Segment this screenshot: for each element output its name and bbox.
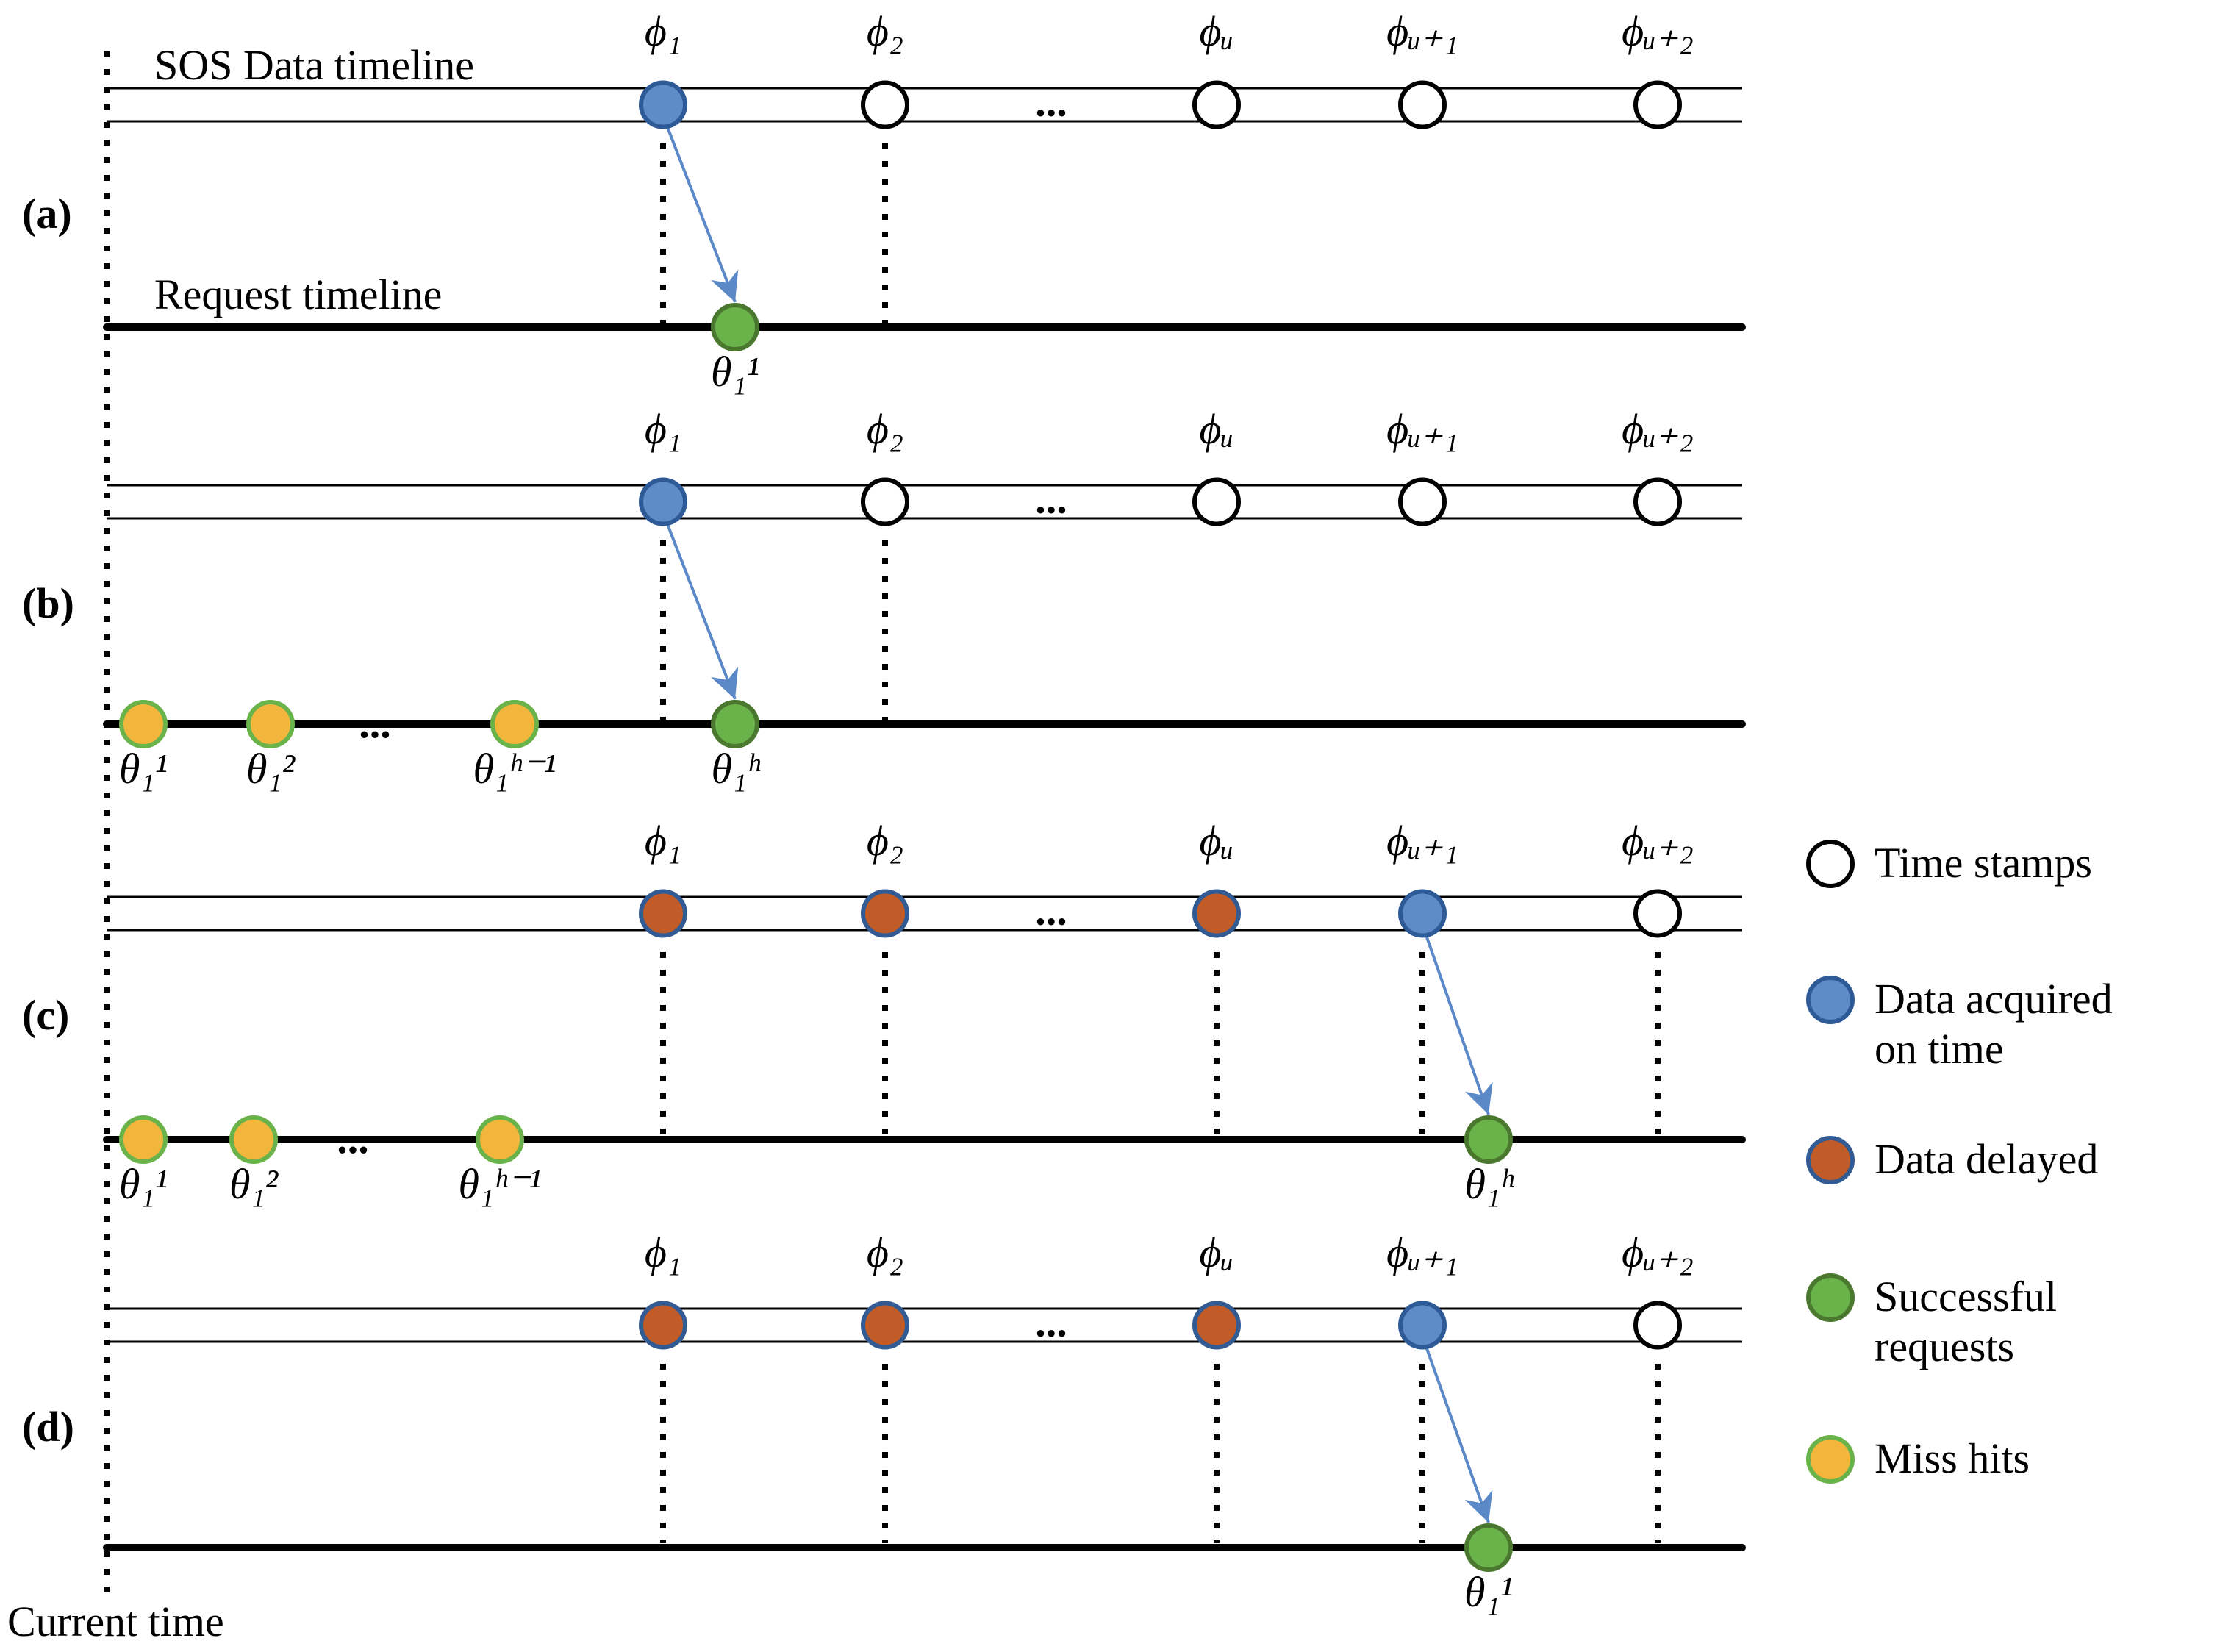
legend-marker xyxy=(1808,1138,1852,1182)
data-arrow xyxy=(1422,925,1489,1115)
bottom-marker xyxy=(121,1118,165,1162)
theta-label: θ₁² xyxy=(229,1160,279,1208)
top-marker xyxy=(641,1304,685,1348)
top-marker xyxy=(1400,83,1444,127)
phi-label: ϕᵤ₊₂ xyxy=(1622,1229,1694,1276)
legend-marker xyxy=(1808,978,1852,1022)
phi-label: ϕ₁ xyxy=(645,817,681,865)
panel-label: (a) xyxy=(22,190,72,237)
legend-label: Data delayed xyxy=(1875,1135,2098,1183)
panel-label: (c) xyxy=(22,991,69,1039)
top-marker xyxy=(1636,892,1680,936)
bottom-marker xyxy=(248,702,293,746)
theta-label: θ₁² xyxy=(246,745,296,793)
theta-label: θ₁¹ xyxy=(1464,1568,1513,1616)
data-arrow xyxy=(1422,1337,1489,1523)
top-marker xyxy=(1400,892,1444,936)
theta-label: θ₁ʰ⁻¹ xyxy=(458,1160,541,1208)
top-marker xyxy=(1636,1304,1680,1348)
legend-label: Miss hits xyxy=(1875,1434,2030,1482)
bottom-marker xyxy=(1467,1118,1511,1162)
top-marker xyxy=(641,892,685,936)
top-marker xyxy=(1636,480,1680,524)
panel-label: (d) xyxy=(22,1403,74,1451)
phi-label: ϕ₂ xyxy=(867,7,903,55)
bottom-marker xyxy=(493,702,537,746)
theta-label: ... xyxy=(337,1115,369,1162)
phi-label: ϕᵤ₊₁ xyxy=(1386,817,1458,865)
top-marker xyxy=(641,480,685,524)
bottom-marker xyxy=(713,702,757,746)
top-marker xyxy=(1195,83,1239,127)
legend-label: Time stamps xyxy=(1875,839,2092,887)
phi-label: ϕᵤ₊₂ xyxy=(1622,7,1694,55)
theta-label: ... xyxy=(359,699,391,747)
theta-label: θ₁¹ xyxy=(711,348,759,396)
theta-label: θ₁ʰ xyxy=(1464,1160,1514,1208)
phi-label: ϕᵤ xyxy=(1199,1229,1233,1276)
phi-label: ϕ₁ xyxy=(645,7,681,55)
ellipsis: ... xyxy=(1035,887,1067,934)
bottom-marker xyxy=(232,1118,276,1162)
current-time-label: Current time xyxy=(7,1598,224,1645)
phi-label: ϕ₁ xyxy=(645,405,681,453)
top-marker xyxy=(1195,892,1239,936)
top-marker xyxy=(1636,83,1680,127)
sos-title: SOS Data timeline xyxy=(154,41,474,89)
theta-label: θ₁ʰ⁻¹ xyxy=(473,745,556,793)
request-title: Request timeline xyxy=(154,271,442,318)
top-marker xyxy=(641,83,685,127)
bottom-marker xyxy=(1467,1526,1511,1570)
phi-label: ϕᵤ₊₂ xyxy=(1622,405,1694,453)
legend-marker xyxy=(1808,1437,1852,1481)
data-arrow xyxy=(663,513,735,700)
phi-label: ϕ₂ xyxy=(867,1229,903,1276)
phi-label: ϕᵤ xyxy=(1199,817,1233,865)
phi-label: ϕᵤ₊₁ xyxy=(1386,1229,1458,1276)
phi-label: ϕᵤ₊₁ xyxy=(1386,7,1458,55)
phi-label: ϕᵤ xyxy=(1199,405,1233,453)
legend-marker xyxy=(1808,842,1852,886)
phi-label: ϕ₁ xyxy=(645,1229,681,1276)
legend-label: Successfulrequests xyxy=(1875,1273,2057,1370)
data-arrow xyxy=(663,116,735,303)
legend-label: Data acquiredon time xyxy=(1875,975,2113,1073)
top-marker xyxy=(1400,480,1444,524)
legend-marker xyxy=(1808,1276,1852,1320)
bottom-marker xyxy=(478,1118,522,1162)
top-marker xyxy=(1400,1304,1444,1348)
top-marker xyxy=(1195,480,1239,524)
phi-label: ϕ₂ xyxy=(867,405,903,453)
top-marker xyxy=(863,83,907,127)
diagram-canvas: Current time SOS Data timeline Request tim… xyxy=(0,0,2220,1652)
top-marker xyxy=(1195,1304,1239,1348)
top-marker xyxy=(863,892,907,936)
panel-label: (b) xyxy=(22,579,74,627)
theta-label: θ₁¹ xyxy=(119,745,168,793)
ellipsis: ... xyxy=(1035,475,1067,523)
theta-label: θ₁ʰ xyxy=(711,745,761,793)
theta-label: θ₁¹ xyxy=(119,1160,168,1208)
phi-label: ϕᵤ₊₁ xyxy=(1386,405,1458,453)
top-marker xyxy=(863,1304,907,1348)
phi-label: ϕ₂ xyxy=(867,817,903,865)
ellipsis: ... xyxy=(1035,1298,1067,1346)
bottom-marker xyxy=(121,702,165,746)
phi-label: ϕᵤ xyxy=(1199,7,1233,55)
bottom-marker xyxy=(713,305,757,349)
ellipsis: ... xyxy=(1035,78,1067,126)
top-marker xyxy=(863,480,907,524)
phi-label: ϕᵤ₊₂ xyxy=(1622,817,1694,865)
